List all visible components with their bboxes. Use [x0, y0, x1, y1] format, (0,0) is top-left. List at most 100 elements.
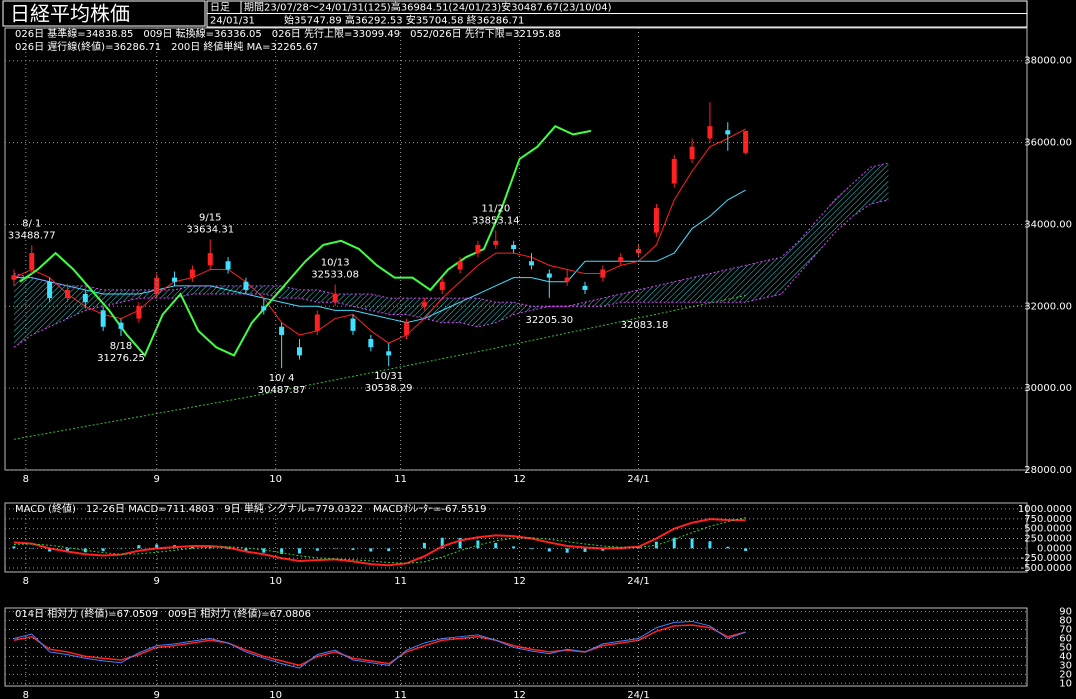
- y-tick-label: 80: [1059, 616, 1072, 627]
- y-tick-label: 500.0000: [1024, 524, 1072, 535]
- y-tick-label: 40: [1059, 651, 1072, 662]
- y-tick-label: 750.0000: [1024, 514, 1072, 525]
- y-tick-label: 36000.00: [1024, 138, 1072, 149]
- series-line: [13, 128, 746, 344]
- candle-body: [100, 310, 106, 327]
- x-tick-label: 10: [269, 576, 282, 587]
- y-tick-label: 50: [1059, 642, 1072, 653]
- annotation-value: 31276.25: [97, 353, 145, 364]
- annotation-date: 8/18: [110, 341, 132, 352]
- panel-frame: [4, 27, 1028, 471]
- y-tick-label: 34000.00: [1024, 219, 1072, 230]
- annotation-date: 8/ 1: [22, 218, 41, 229]
- y-tick-label: 20: [1059, 669, 1072, 680]
- y-tick-label: -250.0000: [1021, 553, 1072, 564]
- series-line: [13, 517, 746, 564]
- histogram-bar: [547, 548, 551, 552]
- last-ohlc: 始35747.89 高36292.53 安35704.58 終36286.71: [284, 14, 524, 27]
- x-tick-label: 12: [513, 690, 526, 699]
- histogram-bar: [208, 547, 212, 549]
- x-tick-label: 10: [269, 690, 282, 699]
- x-tick-label: 8: [23, 576, 29, 587]
- candle-body: [207, 253, 213, 266]
- candle-body: [743, 130, 749, 153]
- series-line: [13, 189, 746, 324]
- panel-frame: [4, 502, 1028, 573]
- title: 日経平均株価: [10, 2, 130, 26]
- series-line: [13, 162, 889, 307]
- candle-body: [653, 208, 659, 233]
- candle-body: [11, 275, 17, 280]
- series-line: [19, 125, 592, 358]
- x-tick-label: 11: [394, 474, 407, 485]
- histogram-bar: [65, 548, 69, 553]
- histogram-bar: [280, 548, 284, 554]
- histogram-bar: [583, 548, 587, 552]
- histogram-bar: [422, 542, 426, 549]
- candle-body: [600, 269, 606, 278]
- histogram-bar: [101, 548, 105, 552]
- candle-body: [243, 281, 249, 290]
- annotation-date: 10/ 4: [269, 373, 295, 384]
- histogram-bar: [708, 541, 712, 549]
- histogram-bar: [190, 545, 194, 549]
- candle-body: [636, 249, 642, 254]
- histogram-bar: [48, 548, 52, 552]
- y-tick-label: 30: [1059, 660, 1072, 671]
- annotation-date: 11/20: [481, 203, 510, 214]
- candle-body: [314, 314, 320, 331]
- annotation-value: 30538.29: [365, 383, 413, 394]
- plot-area: [11, 102, 889, 440]
- histogram-bar: [297, 548, 301, 554]
- histogram-bar: [315, 548, 319, 551]
- annotation-date: 10/13: [321, 257, 350, 268]
- histogram-bar: [351, 548, 355, 550]
- y-tick-label: 10: [1059, 678, 1072, 689]
- y-tick-label: 38000.00: [1024, 56, 1072, 67]
- histogram-bar: [690, 538, 694, 549]
- annotation-value: 33634.31: [186, 224, 234, 235]
- histogram-bar: [244, 548, 248, 552]
- histogram-bar: [744, 548, 748, 552]
- candle-body: [154, 277, 160, 295]
- series-line: [13, 518, 746, 567]
- candle-body: [279, 326, 285, 335]
- candle-body: [618, 257, 624, 262]
- annotation-date: 9/15: [199, 212, 221, 223]
- plot-area: [12, 517, 748, 567]
- legend-item: MACD (終値): [15, 502, 76, 515]
- candle-body: [189, 269, 195, 278]
- annotation-value: 30487.87: [258, 385, 306, 396]
- candle-body: [457, 261, 463, 270]
- series-line: [13, 620, 746, 669]
- x-tick-label: 8: [23, 690, 29, 699]
- cloud-fill: [13, 163, 889, 348]
- x-tick-label: 12: [513, 474, 526, 485]
- title-box: [2, 0, 206, 27]
- candle-body: [671, 158, 677, 184]
- series-line: [13, 294, 746, 440]
- legend-item: 009日 相対力 (終値)=67.0806: [168, 607, 311, 620]
- y-tick-label: 90: [1059, 607, 1072, 618]
- candle-body: [64, 289, 70, 299]
- x-tick-label: 11: [394, 576, 407, 587]
- histogram-bar: [601, 548, 605, 551]
- legend-item: 026日 基準線=34838.85: [15, 27, 133, 40]
- candle-body: [29, 253, 35, 270]
- legend-item: 026日 遅行線(終値)=36286.71: [15, 40, 161, 53]
- legend-item: 052/026日 先行下限=32195.88: [410, 27, 561, 40]
- candle-body: [511, 244, 517, 249]
- candle-body: [475, 244, 481, 254]
- histogram-bar: [262, 548, 266, 553]
- legend-item: 026日 先行上限=33099.49: [272, 27, 400, 40]
- series-line: [13, 199, 889, 348]
- histogram-bar: [565, 548, 569, 553]
- candle-body: [689, 146, 695, 159]
- annotation-value: 33488.77: [8, 230, 56, 241]
- legend-item: 9日 単純 シグナル=779.0322: [224, 502, 363, 515]
- period-info: 期間23/07/28～24/01/31(125)高36984.51(24/01/…: [244, 1, 612, 14]
- candle-body: [136, 306, 142, 319]
- y-tick-label: 28000.00: [1024, 465, 1072, 476]
- candle-body: [296, 347, 302, 356]
